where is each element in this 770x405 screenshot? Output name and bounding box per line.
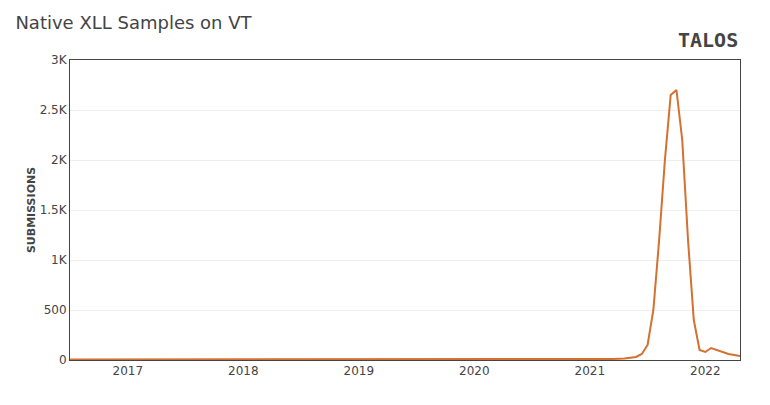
svg-text:2.5K: 2.5K [40,103,68,117]
svg-text:2018: 2018 [228,364,259,378]
svg-text:2019: 2019 [344,364,375,378]
svg-text:0: 0 [59,353,67,367]
svg-text:Native XLL Samples on VT: Native XLL Samples on VT [15,12,252,33]
svg-text:2017: 2017 [112,364,143,378]
svg-text:3K: 3K [51,53,68,67]
svg-text:2021: 2021 [575,364,606,378]
svg-text:2022: 2022 [690,364,721,378]
svg-text:2020: 2020 [459,364,490,378]
svg-text:2K: 2K [51,153,68,167]
svg-text:SUBMISSIONS: SUBMISSIONS [25,167,38,253]
svg-text:1K: 1K [51,253,68,267]
svg-text:1.5K: 1.5K [40,203,68,217]
svg-text:TALOS: TALOS [678,28,738,52]
svg-text:500: 500 [44,303,67,317]
